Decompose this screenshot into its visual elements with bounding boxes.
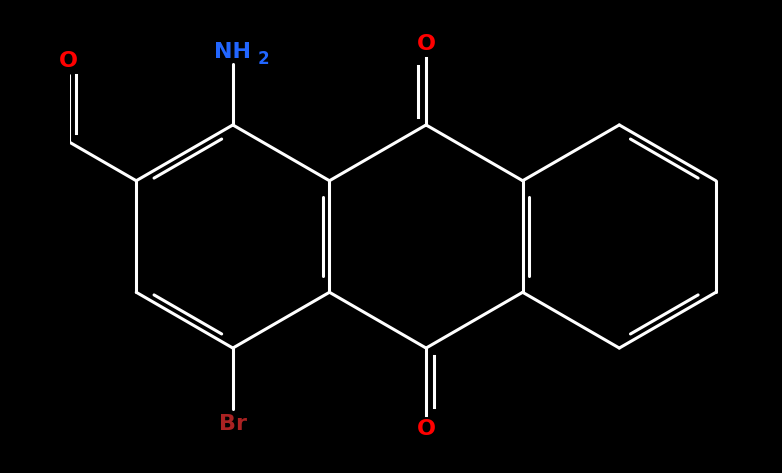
Text: O: O: [417, 419, 436, 439]
Text: NH: NH: [214, 42, 251, 62]
Text: 2: 2: [257, 50, 269, 68]
Text: O: O: [417, 34, 436, 54]
Text: O: O: [59, 51, 78, 70]
Text: Br: Br: [219, 413, 247, 434]
